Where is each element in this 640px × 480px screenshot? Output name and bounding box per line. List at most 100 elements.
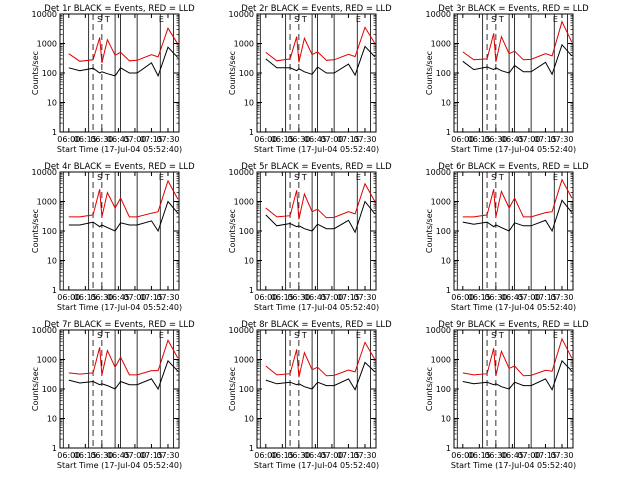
flag-letter: E — [553, 173, 558, 182]
x-tick-label: 06:15 — [74, 451, 97, 460]
plot-frame — [256, 13, 377, 133]
x-tick-label: 06:00 — [451, 135, 474, 144]
x-axis-label: Start Time (17-Jul-04 05:52:40) — [451, 145, 576, 154]
plot-frame — [453, 13, 574, 133]
x-tick-label: 07:15 — [140, 451, 163, 460]
y-tick-label: 100 — [436, 69, 451, 78]
flag-letter: T — [301, 173, 307, 182]
y-tick-label: 100 — [436, 227, 451, 236]
flag-letter: S — [491, 331, 496, 340]
flag-letter: S — [294, 15, 299, 24]
x-tick-label: 06:15 — [468, 451, 491, 460]
y-axis-label: Counts/sec — [228, 367, 237, 411]
plot-frame — [453, 171, 574, 291]
y-tick-label: 10000 — [32, 326, 57, 335]
series-events — [462, 199, 573, 233]
y-tick-label: 10000 — [426, 10, 451, 19]
x-tick-label: 06:45 — [304, 293, 327, 302]
y-tick-label: 1000 — [234, 40, 254, 49]
y-tick-label: 1 — [249, 286, 254, 295]
y-tick-label: 10 — [441, 257, 451, 266]
series-lld — [265, 182, 376, 220]
y-tick-label: 1000 — [37, 198, 57, 207]
y-tick-label: 10 — [441, 99, 451, 108]
y-tick-label: 10000 — [229, 168, 254, 177]
flag-letter: E — [159, 15, 164, 24]
y-tick-label: 10000 — [32, 10, 57, 19]
x-tick-label: 07:00 — [517, 451, 540, 460]
panel-title: Det 2r BLACK = Events, RED = LLD — [241, 4, 392, 14]
y-tick-label: 1 — [52, 286, 57, 295]
x-tick-label: 07:30 — [550, 135, 573, 144]
x-tick-label: 06:30 — [287, 293, 310, 302]
series-events — [265, 45, 376, 77]
flag-letter: E — [553, 331, 558, 340]
series-lld — [68, 179, 179, 218]
y-axis-label: Counts/sec — [425, 209, 434, 253]
y-tick-label: 100 — [239, 69, 254, 78]
x-axis-label: Start Time (17-Jul-04 05:52:40) — [254, 303, 379, 312]
x-axis-label: Start Time (17-Jul-04 05:52:40) — [57, 145, 182, 154]
plot-frame — [59, 171, 180, 291]
panel-title: Det 8r BLACK = Events, RED = LLD — [241, 320, 392, 330]
x-tick-label: 07:30 — [550, 451, 573, 460]
x-tick-label: 06:15 — [271, 135, 294, 144]
x-tick-label: 07:00 — [123, 451, 146, 460]
flag-letter: T — [498, 331, 504, 340]
x-tick-label: 06:00 — [57, 135, 80, 144]
panel-title: Det 9r BLACK = Events, RED = LLD — [438, 320, 589, 330]
y-tick-label: 100 — [42, 227, 57, 236]
x-tick-label: 06:45 — [107, 451, 130, 460]
series-lld — [462, 178, 573, 218]
series-events — [68, 200, 179, 233]
flag-letter: S — [294, 331, 299, 340]
x-tick-label: 07:00 — [123, 293, 146, 302]
x-tick-label: 06:00 — [451, 293, 474, 302]
plot-frame — [256, 171, 377, 291]
flag-letter: S — [294, 173, 299, 182]
y-tick-label: 10000 — [229, 326, 254, 335]
x-tick-label: 06:45 — [304, 135, 327, 144]
x-axis-label: Start Time (17-Jul-04 05:52:40) — [57, 303, 182, 312]
x-tick-label: 07:15 — [140, 293, 163, 302]
flag-letter: T — [104, 173, 110, 182]
x-tick-label: 06:15 — [468, 293, 491, 302]
x-tick-label: 06:30 — [484, 451, 507, 460]
flag-letter: E — [159, 173, 164, 182]
x-tick-label: 06:45 — [304, 451, 327, 460]
y-axis-label: Counts/sec — [228, 51, 237, 95]
y-tick-label: 10 — [47, 257, 57, 266]
x-tick-label: 06:00 — [254, 293, 277, 302]
flag-letter: E — [356, 173, 361, 182]
y-tick-label: 1 — [52, 444, 57, 453]
y-axis-label: Counts/sec — [31, 209, 40, 253]
series-events — [68, 46, 179, 78]
x-tick-label: 06:15 — [271, 451, 294, 460]
x-tick-label: 06:30 — [287, 451, 310, 460]
series-events — [462, 359, 573, 391]
y-tick-label: 10 — [244, 415, 254, 424]
y-tick-label: 100 — [42, 385, 57, 394]
x-tick-label: 07:00 — [517, 293, 540, 302]
x-tick-label: 07:30 — [156, 293, 179, 302]
x-tick-label: 06:00 — [57, 451, 80, 460]
x-tick-label: 07:30 — [353, 293, 376, 302]
x-tick-label: 07:15 — [534, 135, 557, 144]
flag-letter: S — [491, 173, 496, 182]
x-axis-label: Start Time (17-Jul-04 05:52:40) — [451, 461, 576, 470]
flag-letter: T — [104, 331, 110, 340]
x-tick-label: 07:30 — [353, 451, 376, 460]
y-tick-label: 10 — [441, 415, 451, 424]
y-tick-label: 1 — [249, 128, 254, 137]
flag-letter: T — [498, 173, 504, 182]
panel-title: Det 4r BLACK = Events, RED = LLD — [44, 162, 195, 172]
x-tick-label: 06:15 — [74, 293, 97, 302]
x-tick-label: 06:30 — [287, 135, 310, 144]
x-tick-label: 06:30 — [90, 293, 113, 302]
